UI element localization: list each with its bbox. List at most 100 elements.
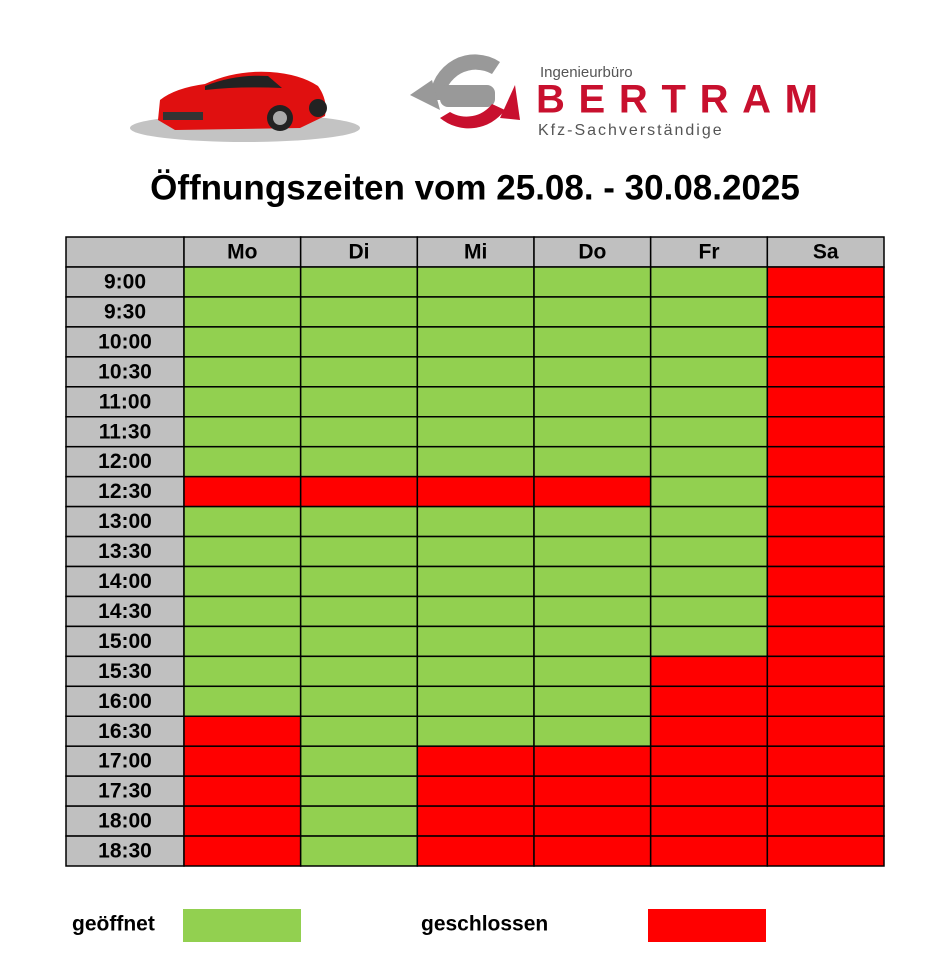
time-label: 11:30	[99, 420, 152, 443]
status-cell	[183, 356, 302, 388]
day-label: Mi	[464, 241, 487, 264]
status-cell	[299, 835, 419, 867]
status-cell	[533, 356, 652, 388]
status-cell	[416, 655, 535, 688]
status-cell	[183, 805, 302, 837]
status-cell	[299, 416, 419, 448]
legend: geöffnet geschlossen	[72, 909, 766, 942]
time-cell	[65, 445, 185, 478]
time-cell	[65, 266, 185, 298]
time-label: 12:00	[98, 450, 152, 473]
status-cell	[649, 745, 769, 777]
status-cell	[649, 326, 769, 358]
status-cell	[533, 266, 652, 298]
status-cell	[533, 745, 652, 777]
status-cell	[299, 475, 419, 508]
status-cell	[533, 296, 652, 328]
company-prefix: Ingenieurbüro	[540, 64, 633, 81]
status-cell	[416, 416, 535, 448]
status-cell	[533, 685, 652, 717]
day-label: Mo	[227, 241, 257, 264]
status-cell	[299, 535, 419, 568]
time-cell	[65, 835, 185, 867]
status-cell	[533, 386, 652, 418]
status-cell	[183, 386, 302, 418]
status-cell	[299, 655, 419, 688]
status-cell	[416, 505, 535, 538]
status-cell	[299, 386, 419, 418]
time-label: 12:30	[98, 480, 152, 503]
status-cell	[299, 745, 419, 777]
time-label: 18:00	[98, 810, 152, 833]
status-cell	[649, 416, 769, 448]
status-cell	[649, 445, 769, 478]
status-cell	[766, 775, 885, 807]
status-cell	[416, 326, 535, 358]
status-cell	[416, 356, 535, 388]
status-cell	[416, 835, 535, 867]
status-cell	[183, 595, 302, 628]
time-label: 10:00	[98, 330, 152, 353]
status-cell	[649, 595, 769, 628]
status-cell	[183, 625, 302, 658]
time-label: 18:30	[98, 840, 152, 863]
status-cell	[183, 565, 302, 598]
status-cell	[766, 625, 885, 658]
status-cell	[416, 266, 535, 298]
status-cell	[183, 535, 302, 568]
status-cell	[766, 805, 885, 837]
status-cell	[416, 745, 535, 777]
day-label: Do	[578, 241, 606, 264]
status-cell	[766, 595, 885, 628]
status-cell	[299, 326, 419, 358]
header-cell	[766, 236, 885, 268]
status-cell	[299, 296, 419, 328]
status-cell	[533, 535, 652, 568]
status-cell	[299, 445, 419, 478]
status-cell	[766, 296, 885, 328]
status-cell	[299, 805, 419, 837]
status-cell	[766, 655, 885, 688]
status-cell	[649, 386, 769, 418]
status-cell	[533, 595, 652, 628]
status-cell	[183, 296, 302, 328]
status-cell	[649, 655, 769, 688]
status-cell	[299, 625, 419, 658]
status-cell	[766, 535, 885, 568]
status-cell	[416, 685, 535, 717]
time-cell	[65, 386, 185, 418]
time-label: 15:00	[98, 630, 152, 653]
header-cell	[416, 236, 535, 268]
status-cell	[533, 775, 652, 807]
time-cell	[65, 326, 185, 358]
status-cell	[416, 625, 535, 658]
status-cell	[533, 445, 652, 478]
legend-label: geschlossen	[421, 913, 548, 936]
status-cell	[183, 475, 302, 508]
status-cell	[766, 565, 885, 598]
status-cell	[183, 715, 302, 747]
status-cell	[766, 416, 885, 448]
time-cell	[65, 655, 185, 688]
status-cell	[183, 775, 302, 807]
status-cell	[183, 745, 302, 777]
status-cell	[416, 475, 535, 508]
company-name: BERTRAM	[536, 78, 818, 122]
status-cell	[766, 356, 885, 388]
status-cell	[416, 535, 535, 568]
status-cell	[183, 835, 302, 867]
status-cell	[416, 445, 535, 478]
time-label: 16:30	[98, 720, 152, 743]
status-cell	[649, 475, 769, 508]
status-cell	[183, 655, 302, 688]
time-cell	[65, 685, 185, 717]
status-cell	[766, 745, 885, 777]
page-title: Öffnungszeiten vom 25.08. - 30.08.2025	[150, 168, 800, 207]
status-cell	[649, 835, 769, 867]
time-cell	[65, 505, 185, 538]
status-cell	[766, 685, 885, 717]
company-suffix: Kfz-Sachverständige	[538, 122, 724, 139]
status-cell	[299, 565, 419, 598]
status-cell	[766, 386, 885, 418]
